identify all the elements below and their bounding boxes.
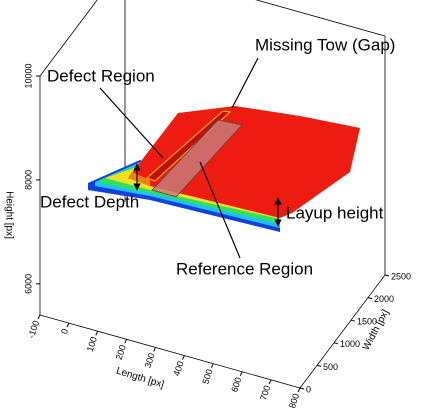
x-tick-label: 0 xyxy=(59,327,70,335)
x-tick-label: 600 xyxy=(229,376,243,393)
annotation: Defect Region xyxy=(47,66,155,85)
surface xyxy=(88,106,360,232)
y-axis-label: Width [px] xyxy=(361,308,392,353)
x-tick-label: 800 xyxy=(287,392,301,408)
y-tick-label: 2500 xyxy=(391,271,411,281)
y-tick-label: 2000 xyxy=(374,294,394,304)
x-tick xyxy=(66,322,70,328)
y-tick-label: 1500 xyxy=(357,317,377,327)
x-tick xyxy=(124,339,128,344)
x-tick xyxy=(239,371,243,377)
x-tick-label: -100 xyxy=(26,319,41,339)
annotation: Defect Depth xyxy=(40,192,139,211)
axis-line xyxy=(299,274,386,389)
x-tick-label: 300 xyxy=(143,352,157,369)
x-tick xyxy=(297,387,301,393)
x-axis-label: Length [px] xyxy=(115,366,166,391)
axes-frame xyxy=(39,0,386,389)
y-tick-label: 1000 xyxy=(340,339,360,349)
z-tick-label: 8000 xyxy=(23,170,33,190)
x-tick-label: 500 xyxy=(200,368,214,385)
annotation-leader xyxy=(231,57,259,109)
x-tick-label: 700 xyxy=(258,384,272,401)
x-tick-label: 400 xyxy=(171,360,185,377)
y-tick xyxy=(367,297,373,300)
x-tick xyxy=(37,314,41,320)
annotation: Layup height xyxy=(286,203,384,222)
axis-line xyxy=(39,0,98,77)
y-tick xyxy=(316,364,322,367)
y-tick xyxy=(333,342,339,345)
y-tick xyxy=(299,387,305,390)
x-tick xyxy=(153,347,157,352)
z-tick-label: 6000 xyxy=(23,274,33,294)
x-tick xyxy=(268,379,272,385)
axis-line xyxy=(39,314,301,389)
y-tick xyxy=(384,274,390,277)
annotation-leader xyxy=(199,161,241,259)
x-tick-label: 100 xyxy=(85,335,99,352)
annotation: Reference Region xyxy=(176,259,313,278)
axis-line xyxy=(255,0,386,37)
annotations xyxy=(99,57,282,259)
y-tick-label: 0 xyxy=(306,384,311,394)
z-tick-label: 10000 xyxy=(23,63,33,88)
annotation-leader xyxy=(99,87,164,159)
x-tick xyxy=(181,355,185,360)
z-axis-label: Height [px] xyxy=(3,191,14,239)
annotation: Missing Tow (Gap) xyxy=(255,35,395,54)
y-tick-label: 500 xyxy=(323,362,338,372)
x-tick-label: 200 xyxy=(114,344,128,361)
y-tick xyxy=(350,319,356,322)
x-tick xyxy=(95,330,99,336)
x-tick xyxy=(210,363,214,368)
